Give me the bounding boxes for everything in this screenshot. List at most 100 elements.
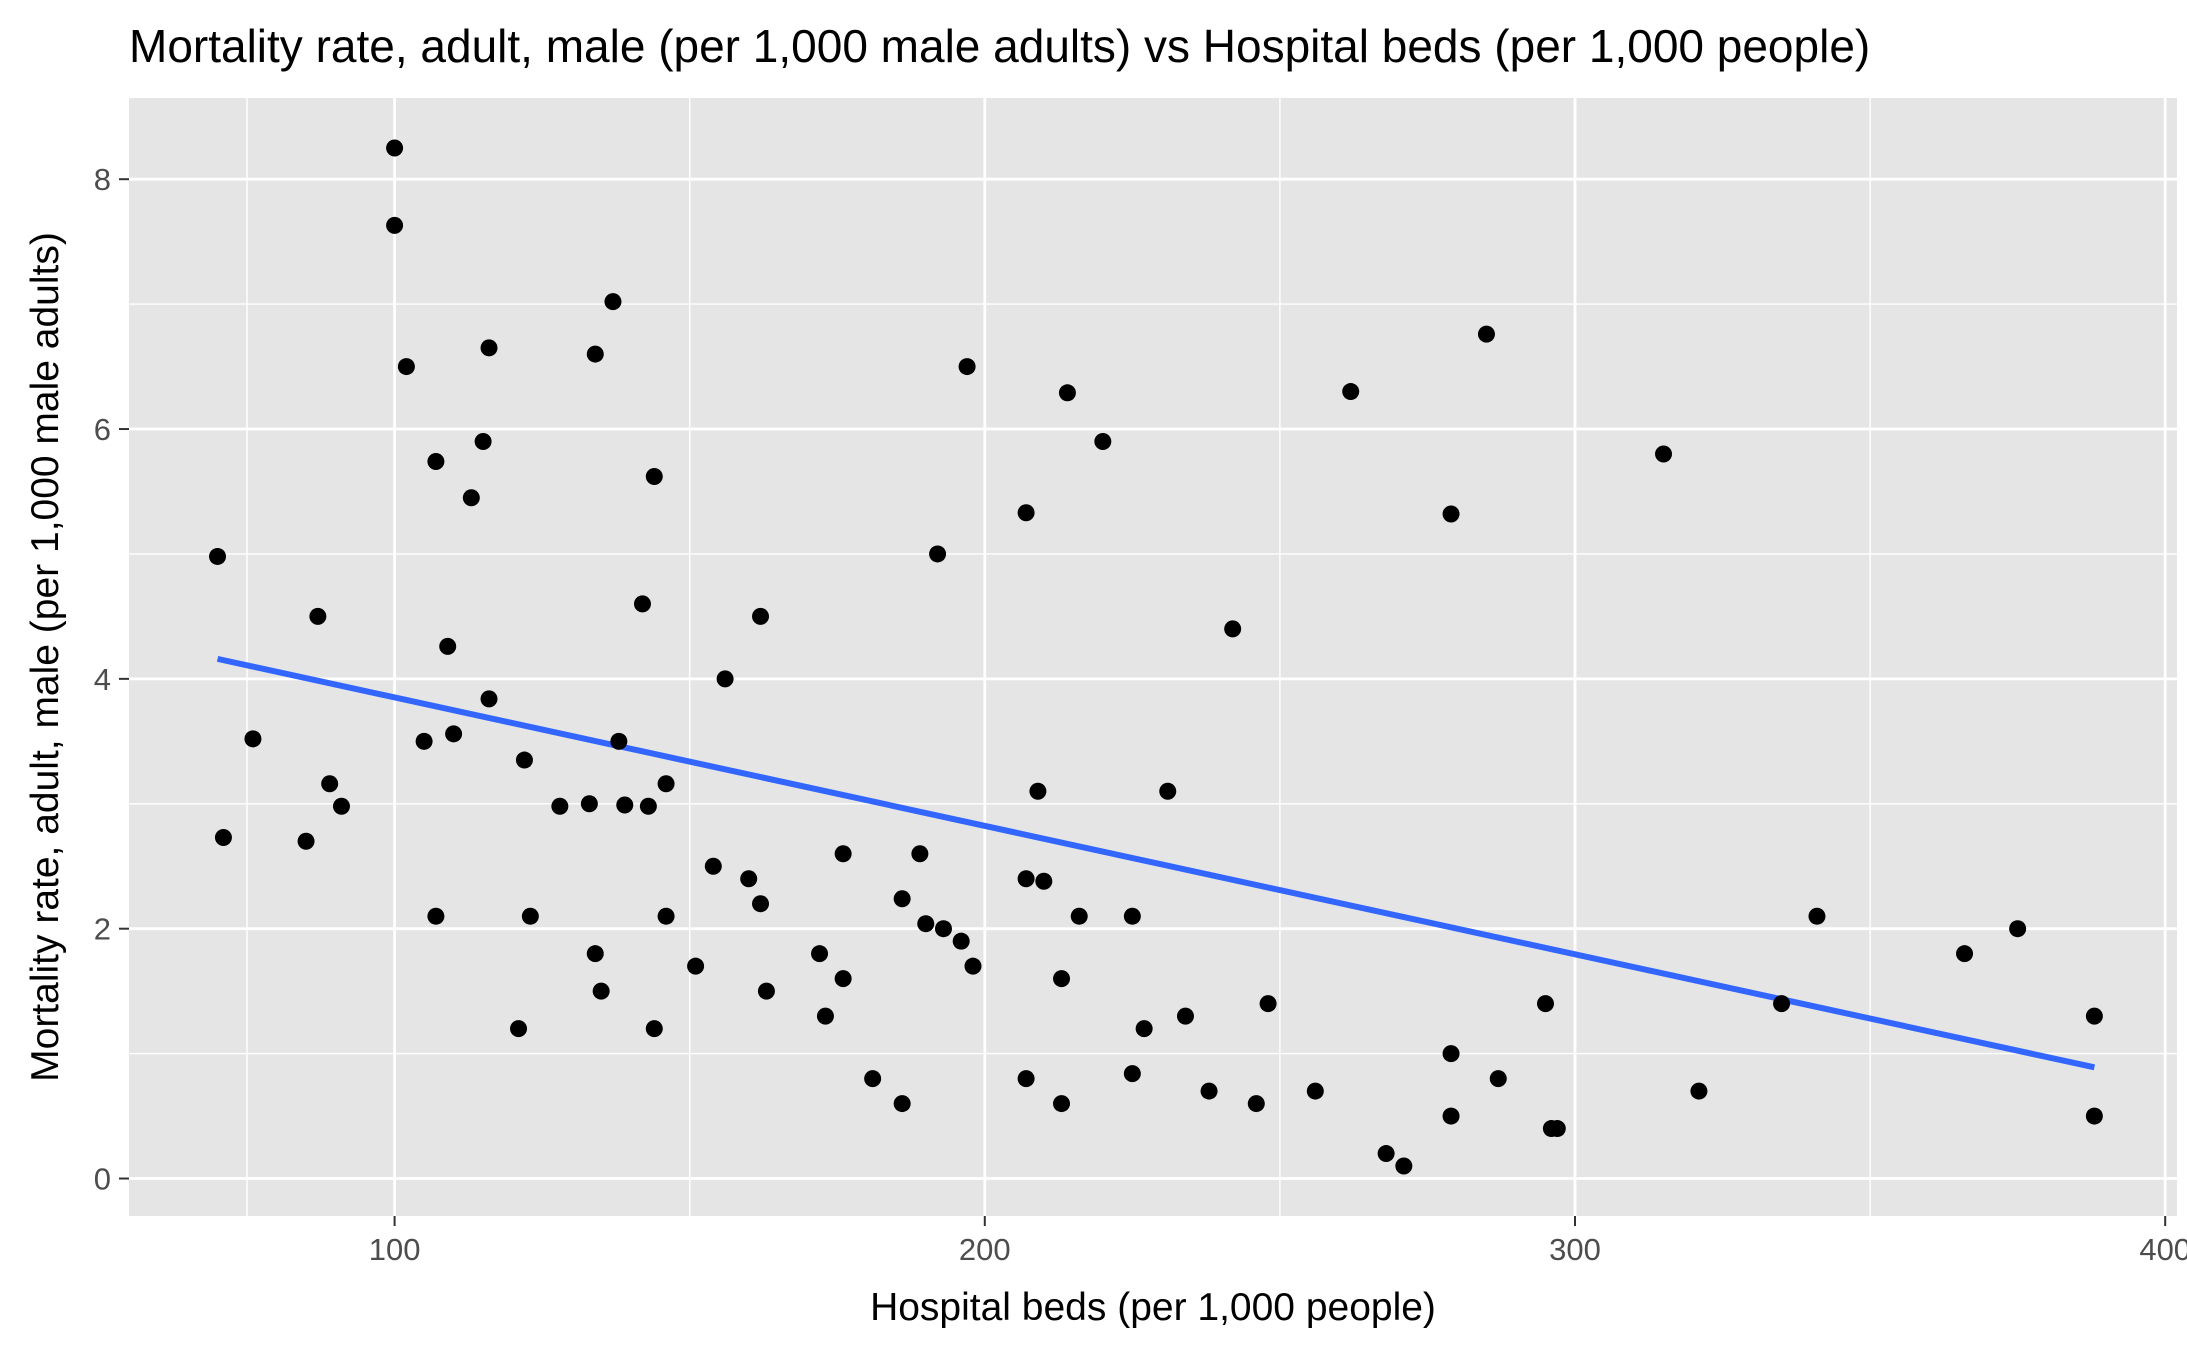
data-point <box>1395 1157 1413 1175</box>
data-point <box>757 982 775 1000</box>
data-point <box>592 982 610 1000</box>
data-point <box>1176 1007 1194 1025</box>
data-point <box>934 920 952 938</box>
data-point <box>1377 1145 1395 1163</box>
data-point <box>1123 907 1141 925</box>
data-point <box>1773 995 1791 1013</box>
data-point <box>332 797 350 815</box>
data-point <box>1536 995 1554 1013</box>
data-point <box>427 453 445 471</box>
data-point <box>415 732 433 750</box>
data-point <box>1070 907 1088 925</box>
data-point <box>645 1020 663 1038</box>
data-point <box>704 857 722 875</box>
data-point <box>1808 907 1826 925</box>
data-point <box>586 345 604 363</box>
data-point <box>480 339 498 357</box>
data-point <box>586 945 604 963</box>
y-tick-label: 6 <box>94 412 111 447</box>
data-point <box>1442 1107 1460 1125</box>
data-point <box>687 957 705 975</box>
data-point <box>1259 995 1277 1013</box>
data-point <box>1548 1120 1566 1138</box>
data-point <box>1053 1095 1071 1113</box>
data-point <box>480 690 498 708</box>
major-gridlines <box>129 98 2177 1216</box>
data-point <box>657 907 675 925</box>
data-point <box>816 1007 834 1025</box>
x-tick-label: 400 <box>2139 1232 2187 1267</box>
data-point <box>321 775 339 793</box>
y-axis: 0 2 4 6 8 <box>94 162 129 1197</box>
data-point <box>397 358 415 376</box>
data-point <box>521 907 539 925</box>
data-point <box>752 895 770 913</box>
x-tick-label: 300 <box>1549 1232 1601 1267</box>
data-point <box>551 797 569 815</box>
data-point <box>1247 1095 1265 1113</box>
data-point <box>633 595 651 613</box>
data-point <box>580 795 598 813</box>
data-point <box>1200 1082 1218 1100</box>
data-point <box>657 775 675 793</box>
data-point <box>1029 782 1047 800</box>
data-point <box>1017 1070 1035 1088</box>
data-point <box>462 489 480 507</box>
data-point <box>604 293 622 311</box>
y-tick-label: 4 <box>94 662 111 697</box>
data-point <box>1035 872 1053 890</box>
x-tick-label: 200 <box>959 1232 1011 1267</box>
data-point <box>386 216 404 234</box>
y-tick-label: 8 <box>94 162 111 197</box>
data-point <box>1159 782 1177 800</box>
data-point <box>515 751 533 769</box>
data-point <box>1306 1082 1324 1100</box>
data-point <box>2085 1107 2103 1125</box>
data-point <box>1489 1070 1507 1088</box>
x-axis: 100 200 300 400 <box>369 1216 2187 1267</box>
data-point <box>1442 1045 1460 1063</box>
y-tick-label: 2 <box>94 912 111 947</box>
data-point <box>297 832 315 850</box>
data-point <box>616 796 634 814</box>
data-point <box>893 890 911 908</box>
data-point <box>1094 433 1112 451</box>
data-point <box>834 970 852 988</box>
data-point <box>474 433 492 451</box>
data-point <box>864 1070 882 1088</box>
data-point <box>2085 1007 2103 1025</box>
data-point <box>214 829 232 847</box>
data-point <box>834 845 852 863</box>
data-point <box>309 607 327 625</box>
data-point <box>958 358 976 376</box>
chart-title: Mortality rate, adult, male (per 1,000 m… <box>129 20 1870 72</box>
data-point <box>639 797 657 815</box>
data-point <box>386 139 404 157</box>
data-point <box>716 670 734 688</box>
data-point <box>645 467 663 485</box>
data-point <box>964 957 982 975</box>
data-point <box>439 637 457 655</box>
data-point <box>510 1020 528 1038</box>
data-point <box>1058 384 1076 402</box>
data-point <box>1442 505 1460 523</box>
data-point <box>740 870 758 888</box>
x-axis-title: Hospital beds (per 1,000 people) <box>870 1286 1436 1329</box>
data-point <box>917 915 935 933</box>
data-point <box>1017 504 1035 522</box>
data-point <box>209 547 227 565</box>
data-point <box>427 907 445 925</box>
data-point <box>952 932 970 950</box>
data-point <box>1135 1020 1153 1038</box>
data-point <box>244 730 262 748</box>
data-point <box>1224 620 1242 638</box>
data-point <box>929 545 947 563</box>
data-point <box>811 945 829 963</box>
data-point <box>610 732 628 750</box>
points-layer <box>209 139 2103 1175</box>
data-point <box>1017 870 1035 888</box>
x-tick-label: 100 <box>369 1232 421 1267</box>
data-point <box>1123 1065 1141 1083</box>
